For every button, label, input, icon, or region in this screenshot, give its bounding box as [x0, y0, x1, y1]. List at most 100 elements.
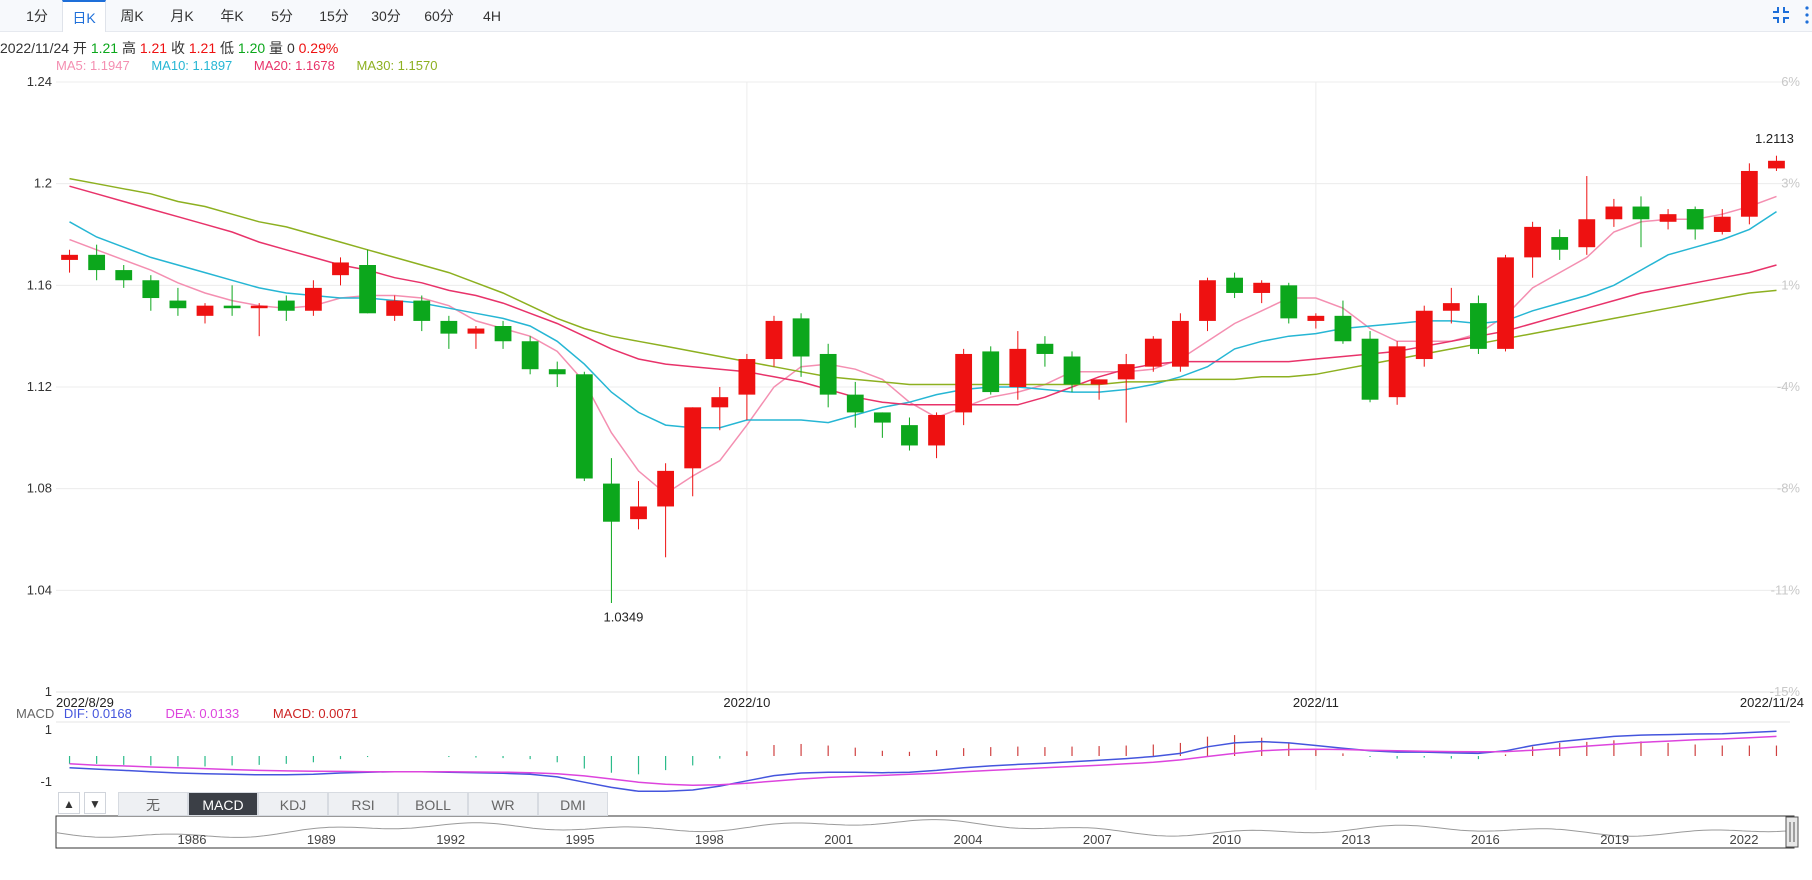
- candle-body: [1524, 226, 1542, 258]
- navigator-year-6: 2004: [954, 832, 983, 847]
- candle-body: [1768, 160, 1785, 169]
- candle-body: [521, 341, 539, 370]
- ma-line-ma10: [69, 210, 1777, 429]
- indicator-tab-3[interactable]: RSI: [328, 792, 398, 816]
- candle-body: [359, 265, 376, 314]
- x-axis-label-2: 2022/11: [1293, 695, 1339, 710]
- candle: [928, 412, 945, 459]
- indicator-tab-1[interactable]: MACD: [188, 792, 258, 816]
- candle-body: [250, 305, 268, 309]
- candle-body: [1063, 356, 1081, 385]
- candle: [1632, 196, 1650, 248]
- candle-body: [88, 254, 106, 271]
- candle: [1686, 206, 1704, 240]
- candle-body: [332, 262, 349, 276]
- volume-label: 量: [269, 40, 284, 56]
- candle: [332, 257, 349, 286]
- y-tick-label-2: 1.16: [27, 277, 52, 292]
- more-vertical-icon[interactable]: [1802, 4, 1812, 26]
- candle-body: [1117, 364, 1135, 380]
- candle-body: [1171, 320, 1189, 367]
- candle: [684, 407, 702, 497]
- candle: [1171, 313, 1189, 372]
- navigator-range-handle: [1785, 816, 1799, 848]
- tab-4[interactable]: 年K: [220, 8, 244, 24]
- candle: [765, 315, 783, 367]
- tab-5[interactable]: 5分: [271, 8, 293, 24]
- candle: [223, 285, 241, 316]
- candle: [440, 315, 458, 349]
- tab-2[interactable]: 周K: [120, 8, 144, 24]
- navigator-year-12: 2022: [1730, 832, 1759, 847]
- candle: [1713, 209, 1731, 235]
- indicator-tab-4[interactable]: BOLL: [398, 792, 468, 816]
- candle-body: [1036, 343, 1054, 354]
- candle-body: [548, 369, 566, 375]
- candle-body: [1713, 216, 1731, 232]
- candle: [630, 481, 647, 530]
- candle: [1009, 331, 1027, 400]
- candle-body: [467, 328, 485, 334]
- tab-0[interactable]: 1分: [26, 8, 48, 24]
- candle-body: [955, 353, 973, 413]
- candle: [169, 287, 187, 316]
- candle: [277, 295, 295, 321]
- candle: [711, 387, 729, 431]
- candle: [1199, 277, 1216, 332]
- macd-legend: MACD DIF: 0.0168 DEA: 0.0133 MACD: 0.007…: [16, 706, 358, 721]
- candle: [1442, 287, 1460, 324]
- tab-7[interactable]: 30分: [371, 8, 401, 24]
- y-tick-label-3: 1.12: [27, 379, 52, 394]
- candle-body: [142, 280, 160, 299]
- candle: [575, 371, 593, 482]
- candle: [548, 361, 566, 387]
- pct-tick-label-2: 1%: [1781, 277, 1800, 292]
- tab-9[interactable]: 4H: [483, 8, 501, 24]
- candle-body: [982, 351, 1000, 393]
- candle: [1144, 336, 1162, 372]
- candle-body: [1632, 206, 1650, 220]
- candle-body: [277, 300, 295, 311]
- x-axis-label-1: 2022/10: [723, 695, 770, 710]
- indicator-tab-6[interactable]: DMI: [538, 792, 608, 816]
- change-value: 0.29%: [298, 40, 339, 56]
- candle-body: [765, 320, 783, 360]
- candle-body: [1442, 303, 1460, 311]
- tab-6[interactable]: 15分: [319, 8, 349, 24]
- candle-body: [1144, 338, 1162, 367]
- navigator-frame: [55, 815, 1795, 849]
- candle-body: [657, 470, 675, 507]
- indicator-down-button[interactable]: ▼: [84, 792, 106, 814]
- x-axis-label-3: 2022/11/24: [1740, 695, 1804, 710]
- open-label: 开: [72, 40, 87, 56]
- candle: [1226, 272, 1243, 299]
- candle: [738, 353, 756, 421]
- candle: [657, 463, 675, 558]
- low-value: 1.20: [237, 40, 266, 56]
- navigator-year-8: 2010: [1212, 832, 1241, 847]
- y-tick-label-1: 1.2: [34, 176, 52, 191]
- ma-line-ma5: [69, 195, 1777, 495]
- indicator-up-button[interactable]: ▲: [58, 792, 80, 814]
- candle-body: [1253, 282, 1271, 293]
- candle: [413, 295, 431, 332]
- macd-line-dea: [69, 735, 1777, 787]
- candle-body: [1307, 315, 1325, 321]
- candle-body: [1199, 280, 1216, 321]
- indicator-tab-2[interactable]: KDJ: [258, 792, 328, 816]
- compress-icon[interactable]: [1770, 4, 1792, 26]
- ma-legend: MA5: 1.1947 MA10: 1.1897 MA20: 1.1678 MA…: [56, 58, 455, 73]
- candle-body: [1415, 310, 1433, 360]
- indicator-tab-0[interactable]: 无: [118, 792, 188, 816]
- candle-body: [1605, 206, 1623, 220]
- tab-3[interactable]: 月K: [170, 8, 194, 24]
- candle: [955, 348, 973, 426]
- pct-tick-label-4: -8%: [1777, 481, 1801, 496]
- tab-8[interactable]: 60分: [424, 8, 454, 24]
- candle-body: [711, 397, 729, 408]
- tab-1[interactable]: 日K: [62, 0, 106, 32]
- navigator-year-7: 2007: [1083, 832, 1112, 847]
- volume-value: 0: [286, 40, 295, 56]
- indicator-tab-5[interactable]: WR: [468, 792, 538, 816]
